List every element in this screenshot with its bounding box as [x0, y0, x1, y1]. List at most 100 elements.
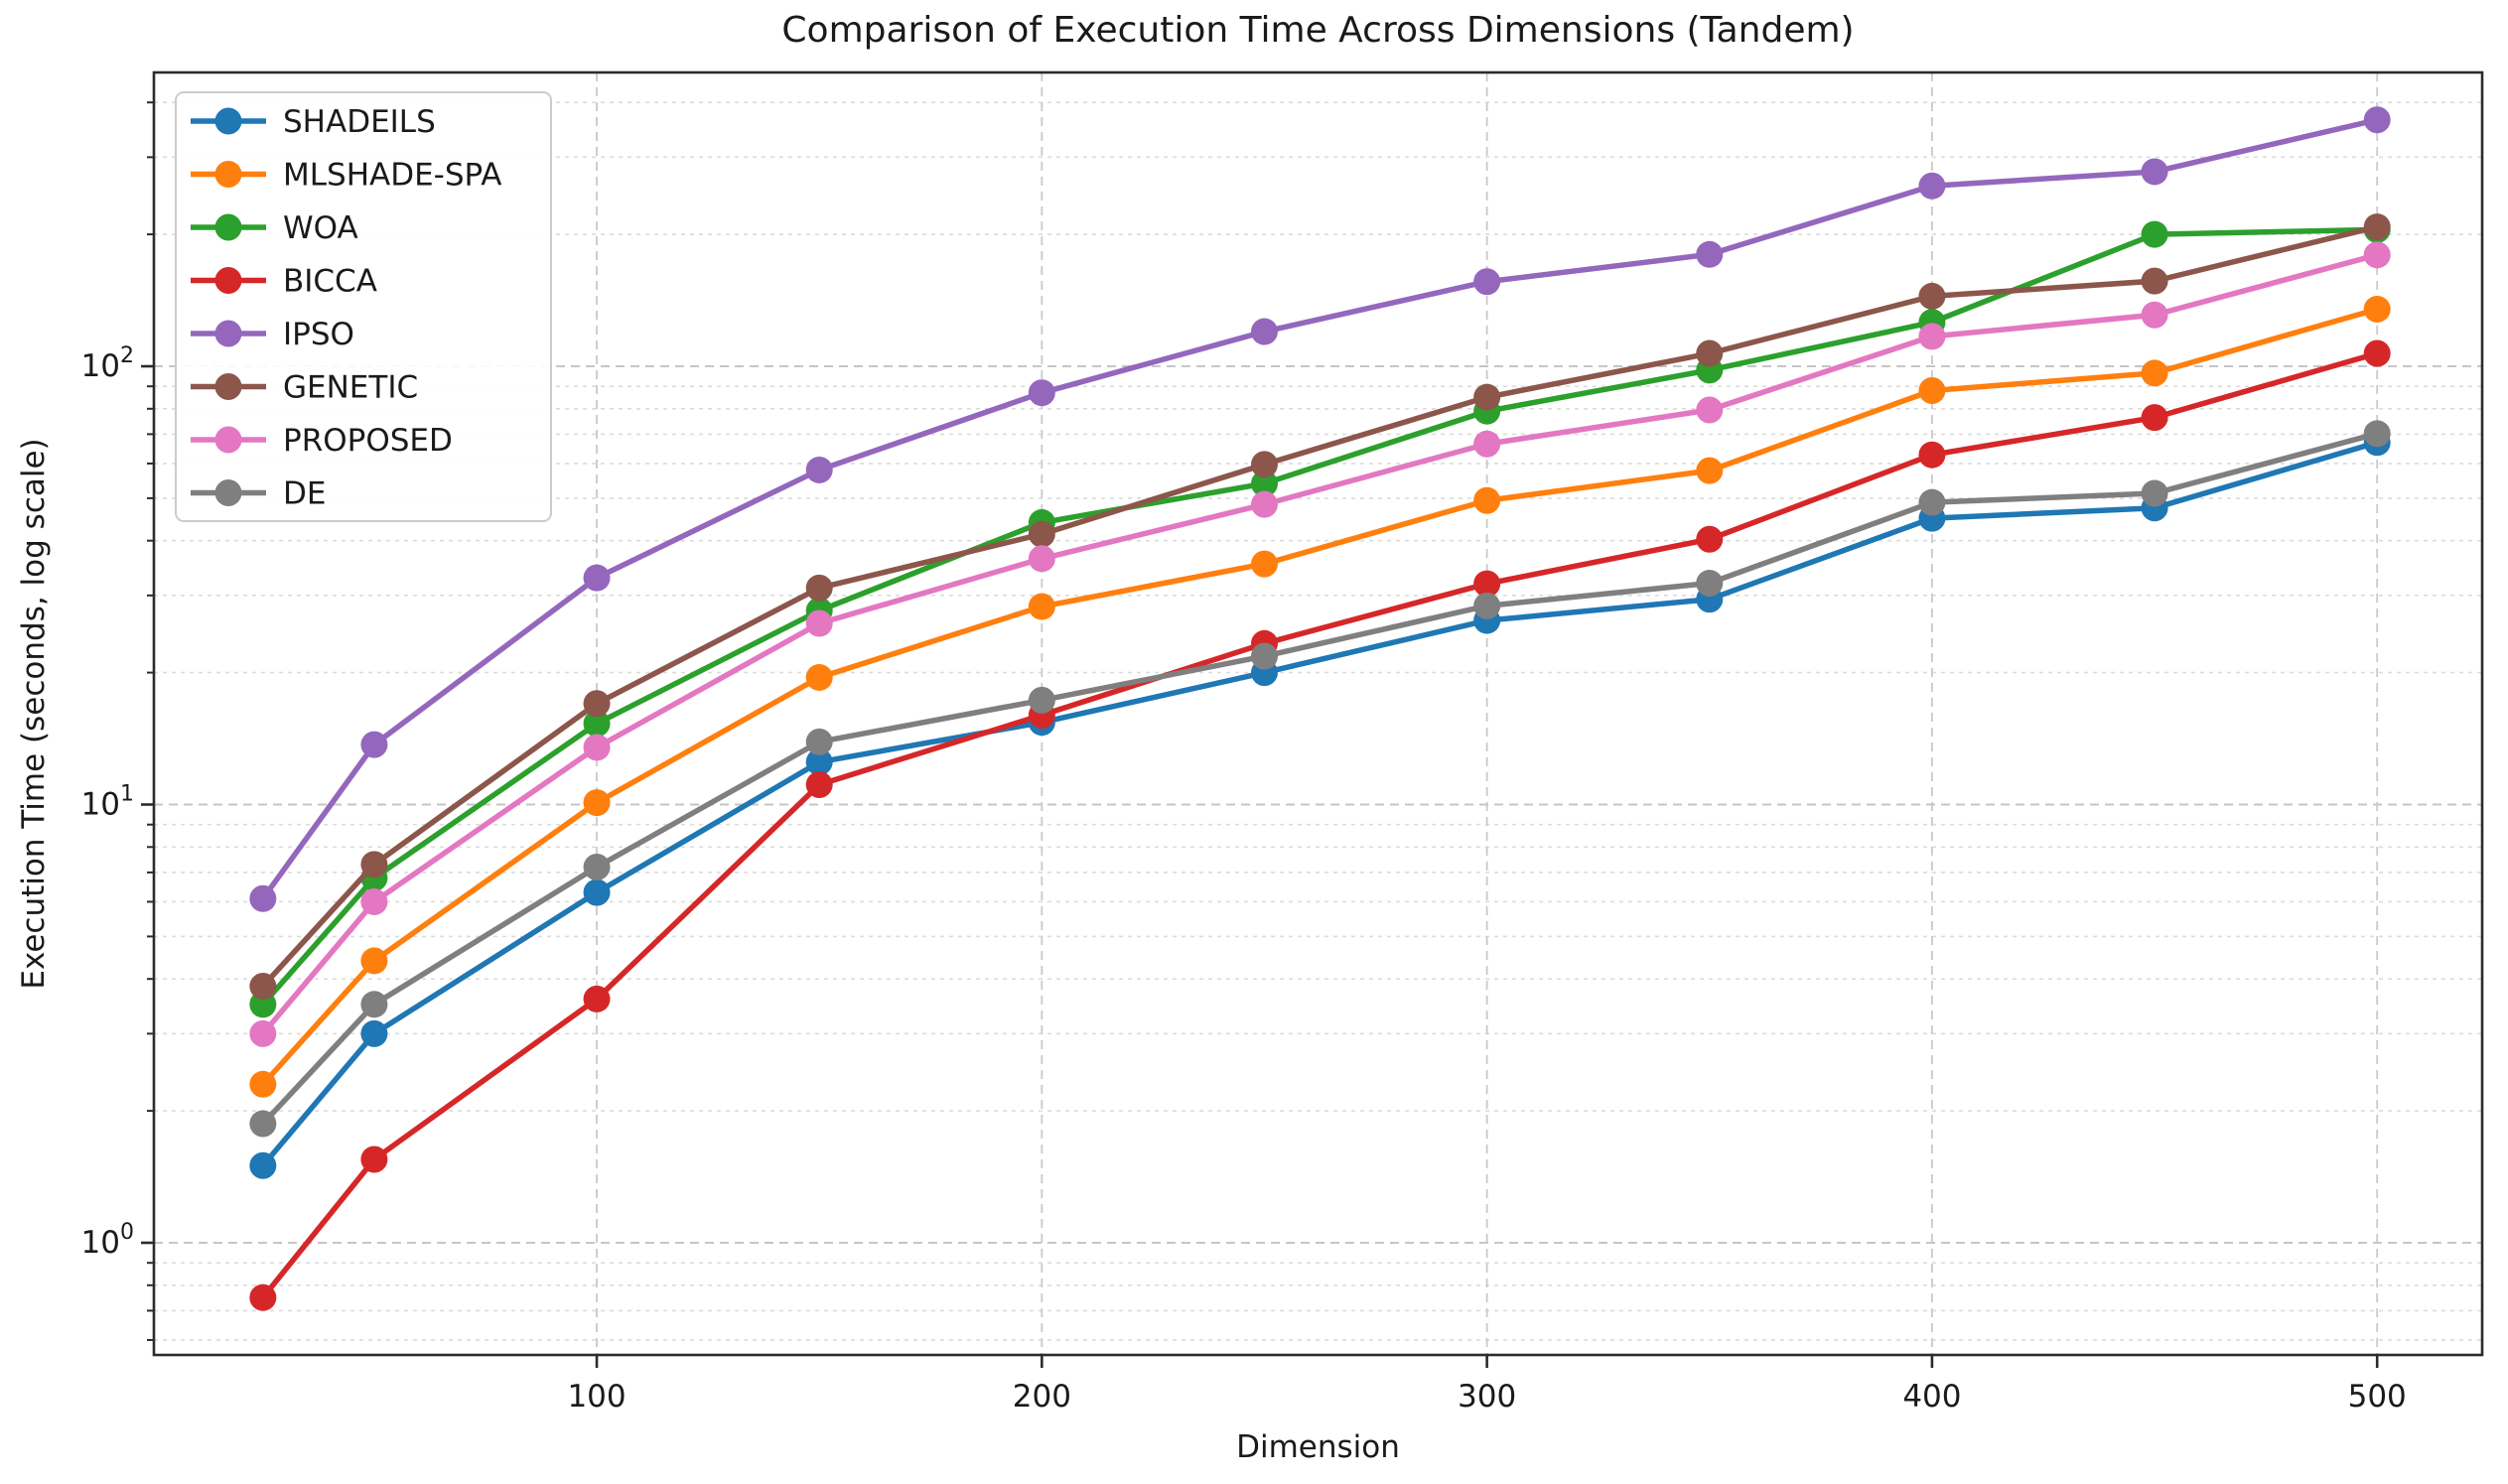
series-marker-ipso	[360, 731, 388, 758]
series-marker-de	[583, 853, 611, 880]
legend-label-shadeils: SHADEILS	[283, 104, 436, 140]
legend-marker-de	[214, 479, 242, 506]
series-marker-de	[1696, 569, 1724, 597]
series-marker-ipso	[805, 456, 833, 483]
series-marker-de	[1250, 642, 1278, 670]
series-marker-genetic	[2363, 213, 2391, 241]
series-marker-woa	[1250, 470, 1278, 497]
x-tick-label: 500	[2348, 1379, 2407, 1415]
series-marker-de	[2141, 479, 2168, 507]
series-marker-mlshade-spa	[1250, 550, 1278, 578]
series-marker-mlshade-spa	[1473, 486, 1501, 514]
series-marker-de	[249, 1110, 277, 1138]
series-marker-ipso	[583, 564, 611, 592]
series-marker-mlshade-spa	[1918, 377, 1946, 405]
series-marker-de	[1918, 488, 1946, 516]
legend-label-de: DE	[283, 476, 326, 512]
series-marker-genetic	[2141, 267, 2168, 295]
legend-label-genetic: GENETIC	[283, 370, 418, 406]
y-tick-label: 100	[81, 1220, 134, 1261]
series-marker-genetic	[360, 851, 388, 878]
series-marker-genetic	[805, 574, 833, 602]
series-marker-mlshade-spa	[1696, 457, 1724, 484]
y-tick-label: 102	[81, 343, 134, 384]
series-marker-ipso	[2363, 106, 2391, 134]
series-marker-de	[360, 991, 388, 1018]
series-marker-proposed	[1473, 430, 1501, 458]
legend-label-proposed: PROPOSED	[283, 423, 453, 459]
series-line-de	[260, 431, 2380, 1127]
series-marker-genetic	[249, 973, 277, 1001]
series-marker-de	[1473, 592, 1501, 619]
series-marker-genetic	[1696, 339, 1724, 367]
series-marker-mlshade-spa	[2141, 359, 2168, 387]
series-marker-genetic	[1473, 383, 1501, 411]
series-marker-shadeils	[805, 748, 833, 776]
series-marker-genetic	[1028, 520, 1055, 548]
series-marker-bicca	[360, 1146, 388, 1173]
series-marker-mlshade-spa	[583, 789, 611, 817]
series-marker-woa	[583, 710, 611, 738]
series-marker-proposed	[2363, 241, 2391, 269]
series-marker-proposed	[583, 734, 611, 761]
series-marker-proposed	[1250, 490, 1278, 518]
series-marker-ipso	[249, 884, 277, 912]
series-marker-bicca	[583, 985, 611, 1012]
series-marker-bicca	[1473, 570, 1501, 598]
series-marker-de	[805, 728, 833, 755]
series-line-ipso	[260, 116, 2380, 902]
series-marker-bicca	[2141, 404, 2168, 432]
series-marker-ipso	[2141, 158, 2168, 186]
x-axis-label: Dimension	[1236, 1429, 1400, 1465]
legend: SHADEILS MLSHADE-SPA WOA BICCA IPSO GENETIC PR…	[175, 91, 552, 522]
legend-marker-ipso	[214, 320, 242, 347]
legend-marker-bicca	[214, 267, 242, 294]
series-marker-ipso	[1473, 268, 1501, 296]
y-tick-label: 101	[81, 782, 134, 823]
x-tick-label: 400	[1902, 1379, 1961, 1415]
series-marker-genetic	[583, 690, 611, 718]
y-axis-label: Execution Time (seconds, log scale)	[16, 438, 52, 990]
series-marker-ipso	[1028, 379, 1055, 407]
series-marker-proposed	[2141, 301, 2168, 329]
legend-label-ipso: IPSO	[283, 317, 354, 352]
series-marker-bicca	[1696, 525, 1724, 553]
series-marker-genetic	[1250, 451, 1278, 478]
series-marker-mlshade-spa	[249, 1070, 277, 1098]
series-marker-bicca	[805, 770, 833, 798]
series-line-woa	[260, 226, 2380, 1008]
series-marker-proposed	[1918, 323, 1946, 350]
x-tick-label: 200	[1013, 1379, 1071, 1415]
series-marker-bicca	[2363, 339, 2391, 367]
legend-label-mlshade-spa: MLSHADE-SPA	[283, 158, 501, 194]
series-marker-mlshade-spa	[2363, 295, 2391, 323]
legend-marker-genetic	[214, 373, 242, 400]
series-marker-ipso	[1918, 172, 1946, 200]
series-marker-de	[1028, 686, 1055, 714]
plot-border	[152, 70, 2484, 1357]
chart-title: Comparison of Execution Time Across Dime…	[781, 10, 1855, 51]
series-marker-shadeils	[249, 1151, 277, 1179]
legend-marker-mlshade-spa	[214, 161, 242, 188]
series-marker-shadeils	[360, 1019, 388, 1047]
series-marker-proposed	[1028, 545, 1055, 573]
series-marker-proposed	[805, 609, 833, 637]
legend-label-woa: WOA	[283, 210, 358, 246]
series-marker-mlshade-spa	[360, 947, 388, 975]
legend-label-bicca: BICCA	[283, 264, 377, 300]
series-marker-mlshade-spa	[1028, 593, 1055, 620]
series-marker-ipso	[1696, 240, 1724, 268]
series-marker-bicca	[1918, 441, 1946, 469]
series-line-mlshade-spa	[260, 306, 2380, 1088]
legend-box	[175, 91, 552, 522]
legend-marker-proposed	[214, 426, 242, 454]
series-marker-bicca	[249, 1283, 277, 1311]
series-marker-shadeils	[583, 878, 611, 906]
legend-marker-shadeils	[214, 107, 242, 135]
series-marker-proposed	[360, 887, 388, 915]
legend-marker-woa	[214, 213, 242, 241]
series-marker-genetic	[1918, 282, 1946, 310]
series-marker-de	[2363, 420, 2391, 448]
x-tick-label: 300	[1458, 1379, 1516, 1415]
